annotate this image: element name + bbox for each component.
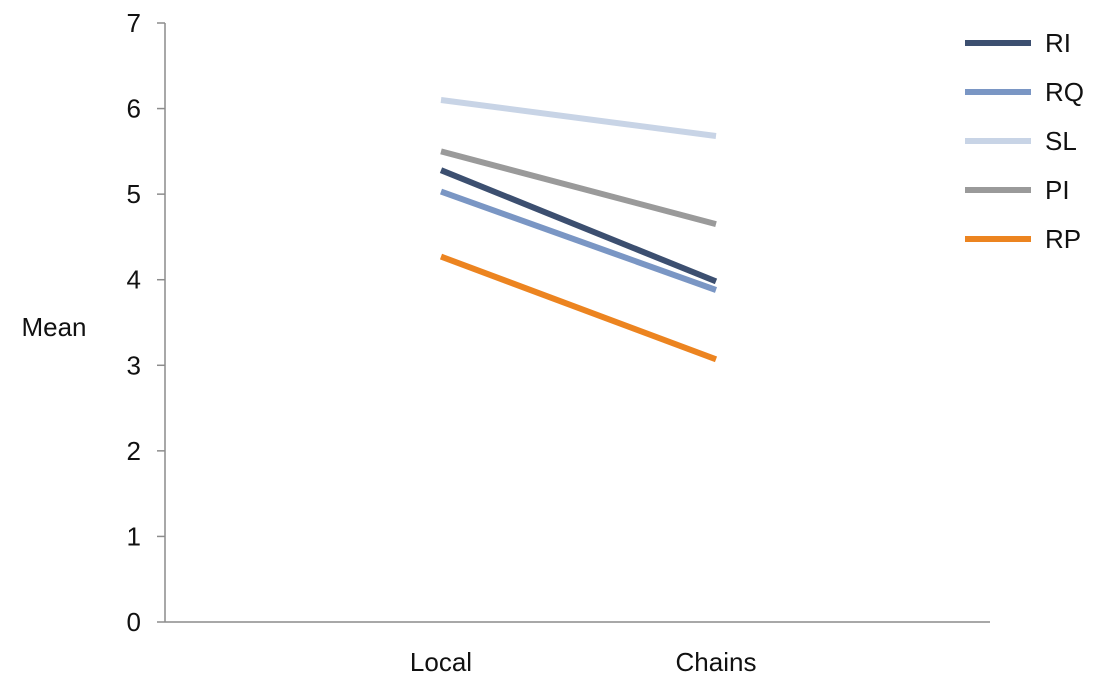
y-tick-label: 6 [127, 94, 141, 124]
x-tick-label: Chains [676, 647, 757, 677]
y-axis-ticks: 0 1 2 3 4 5 6 7 [127, 8, 165, 637]
series-lines [439, 97, 718, 363]
y-tick-label: 0 [127, 607, 141, 637]
y-tick-label: 4 [127, 265, 141, 295]
y-tick-label: 3 [127, 350, 141, 380]
y-axis-title: Mean [21, 312, 86, 342]
y-tick-label: 1 [127, 521, 141, 551]
legend-label-ri: RI [1045, 28, 1071, 58]
y-tick-label: 7 [127, 8, 141, 38]
legend-label-pi: PI [1045, 175, 1070, 205]
y-tick-label: 5 [127, 179, 141, 209]
x-tick-label: Local [410, 647, 472, 677]
legend-label-sl: SL [1045, 126, 1077, 156]
series-line-rq [439, 188, 718, 293]
legend-label-rp: RP [1045, 224, 1081, 254]
legend: RI RQ SL PI RP [965, 28, 1084, 254]
legend-label-rq: RQ [1045, 77, 1084, 107]
y-tick-label: 2 [127, 436, 141, 466]
series-line-rp [439, 253, 718, 363]
series-line-pi [440, 148, 717, 228]
x-axis-ticks: Local Chains [410, 647, 757, 677]
series-line-sl [440, 97, 717, 139]
series-line-ri [439, 167, 718, 285]
